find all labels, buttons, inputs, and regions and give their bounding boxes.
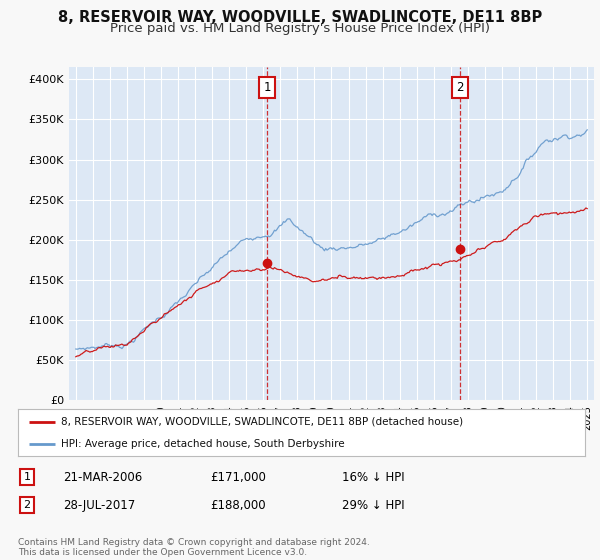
Text: Price paid vs. HM Land Registry's House Price Index (HPI): Price paid vs. HM Land Registry's House … <box>110 22 490 35</box>
Text: £171,000: £171,000 <box>210 470 266 484</box>
Text: 1: 1 <box>23 472 31 482</box>
Text: 8, RESERVOIR WAY, WOODVILLE, SWADLINCOTE, DE11 8BP: 8, RESERVOIR WAY, WOODVILLE, SWADLINCOTE… <box>58 10 542 25</box>
Text: Contains HM Land Registry data © Crown copyright and database right 2024.
This d: Contains HM Land Registry data © Crown c… <box>18 538 370 557</box>
Text: 29% ↓ HPI: 29% ↓ HPI <box>342 498 404 512</box>
Text: 16% ↓ HPI: 16% ↓ HPI <box>342 470 404 484</box>
Text: £188,000: £188,000 <box>210 498 266 512</box>
Text: HPI: Average price, detached house, South Derbyshire: HPI: Average price, detached house, Sout… <box>61 438 344 449</box>
Text: 21-MAR-2006: 21-MAR-2006 <box>63 470 142 484</box>
Text: 28-JUL-2017: 28-JUL-2017 <box>63 498 135 512</box>
Text: 2: 2 <box>457 81 464 94</box>
Text: 1: 1 <box>263 81 271 94</box>
Text: 8, RESERVOIR WAY, WOODVILLE, SWADLINCOTE, DE11 8BP (detached house): 8, RESERVOIR WAY, WOODVILLE, SWADLINCOTE… <box>61 417 463 427</box>
Text: 2: 2 <box>23 500 31 510</box>
